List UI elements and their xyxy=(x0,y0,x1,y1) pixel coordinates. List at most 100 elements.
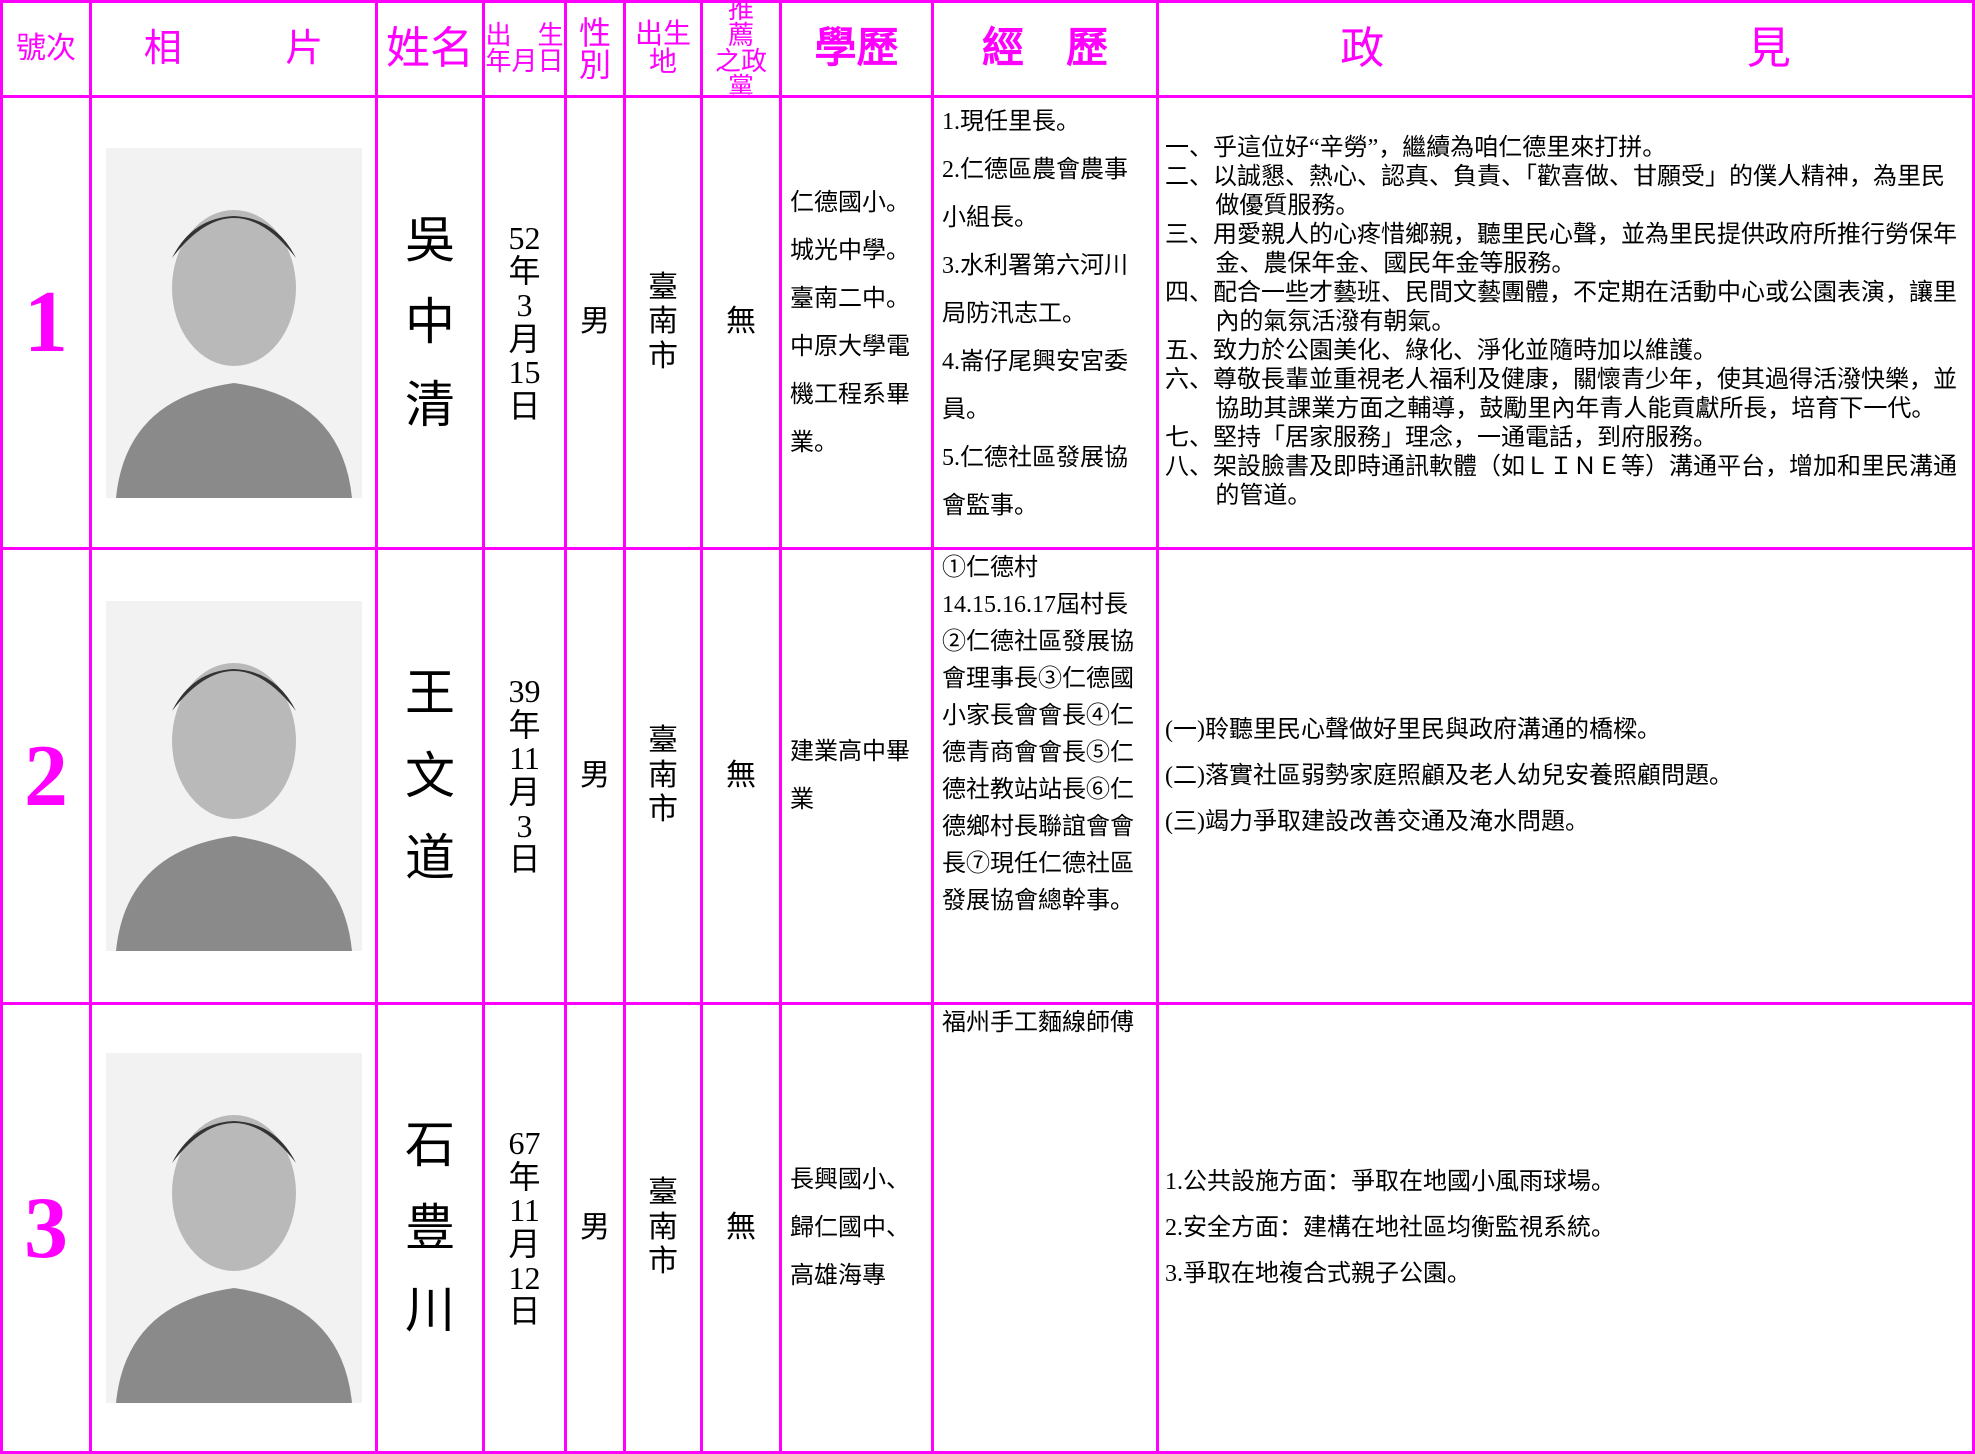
birthplace-cell: 臺南市 xyxy=(626,98,703,550)
birth-part: 日 xyxy=(508,841,541,878)
platform-item: (三)竭力爭取建設改善交通及淹水問題。 xyxy=(1165,809,1589,835)
experience-item: 福州手工麵線師傅 xyxy=(942,1010,1134,1036)
header-cell: 性別 xyxy=(567,0,626,98)
platform-item: 四、配合一些才藝班、民間文藝團體，不定期在活動中心或公園表演，讓里內的氣氛活潑有… xyxy=(1165,280,1957,335)
birth-part: 年 xyxy=(508,253,541,290)
number-cell: 3 xyxy=(0,1005,92,1454)
candidate-number: 2 xyxy=(24,727,68,825)
name-char: 豊 xyxy=(405,1199,455,1256)
header-cell: 出 生年月日 xyxy=(485,0,567,98)
gender: 男 xyxy=(580,305,610,339)
party-cell: 無 xyxy=(703,550,782,1005)
birth-part: 3 xyxy=(516,286,533,323)
header-cell: 推 薦之政黨 xyxy=(703,0,782,102)
experience-item: 2.仁德區農會農事小組長。 xyxy=(942,157,1128,231)
platform-item: 3.爭取在地複合式親子公園。 xyxy=(1165,1261,1471,1287)
name-char: 中 xyxy=(405,294,455,351)
header-text: 經 歷 xyxy=(981,26,1108,72)
birthplace-char: 臺 xyxy=(648,270,678,304)
birth-part: 52 xyxy=(508,219,541,256)
birth-part: 月 xyxy=(508,320,541,357)
photo-cell xyxy=(92,550,378,1005)
birth-part: 日 xyxy=(508,387,541,424)
birth-part: 日 xyxy=(508,1293,541,1330)
birth-part: 年 xyxy=(508,1158,541,1195)
name-char: 川 xyxy=(405,1282,455,1339)
birthplace-char: 臺 xyxy=(648,724,678,758)
platform-item: 一、乎這位好“辛勞”，繼續為咱仁德里來打拼。 xyxy=(1165,135,1667,161)
birth-part: 67 xyxy=(508,1125,541,1162)
birthplace-char: 南 xyxy=(648,1210,678,1244)
party: 無 xyxy=(726,305,756,339)
platform-item: 2.安全方面：建構在地社區均衡監視系統。 xyxy=(1165,1215,1615,1241)
birthplace-char: 臺 xyxy=(648,1176,678,1210)
name-cell: 石豊川 xyxy=(378,1005,485,1454)
header-text: 學歷 xyxy=(814,26,899,72)
header-cell: 姓名 xyxy=(378,0,485,98)
header-text: 片 xyxy=(285,28,324,70)
birthplace-cell: 臺南市 xyxy=(626,550,703,1005)
experience-item: 1.現任里長。 xyxy=(942,109,1080,135)
header-text: 別 xyxy=(578,47,611,83)
birthplace-char: 南 xyxy=(648,305,678,339)
platform-item: 1.公共設施方面：爭取在地國小風雨球場。 xyxy=(1165,1169,1615,1195)
party-cell: 無 xyxy=(703,98,782,550)
name-char: 道 xyxy=(405,830,455,887)
party: 無 xyxy=(726,758,756,792)
education: 長興國小、歸仁國中、高雄海專 xyxy=(790,1167,910,1289)
platform-item: 七、堅持「居家服務」理念，一通電話，到府服務。 xyxy=(1165,425,1717,451)
birth-part: 39 xyxy=(508,673,541,710)
header-cell: 相片 xyxy=(92,0,378,98)
header-cell: 學歷 xyxy=(782,0,934,98)
education: 仁德國小。城光中學。臺南二中。中原大學電機工程系畢業。 xyxy=(790,189,910,456)
platform-item: 八、架設臉書及即時通訊軟體（如ＬＩＮＥ等）溝通平台，增加和里民溝通的管道。 xyxy=(1165,454,1957,509)
gender: 男 xyxy=(580,1210,610,1244)
candidate-number: 3 xyxy=(24,1179,68,1277)
birth-part: 12 xyxy=(508,1259,541,1296)
photo xyxy=(105,1053,362,1403)
header-cell: 號次 xyxy=(0,0,92,98)
birth-part: 15 xyxy=(508,354,541,391)
gender: 男 xyxy=(580,758,610,792)
experience-cell: ①仁德村14.15.16.17屆村長②仁德社區發展協會理事長③仁德國小家長會會長… xyxy=(934,550,1159,1005)
birth-part: 11 xyxy=(509,1192,540,1229)
header-text: 見 xyxy=(1746,24,1791,73)
gender-cell: 男 xyxy=(567,550,626,1005)
name-char: 吳 xyxy=(405,211,455,268)
header-text: 號次 xyxy=(16,32,76,65)
header-text: 政 xyxy=(1340,24,1385,73)
platform-item: 二、以誠懇、熱心、認真、負責、「歡喜做、甘願受」的僕人精神，為里民做優質服務。 xyxy=(1165,164,1945,219)
platform-item: (一)聆聽里民心聲做好里民與政府溝通的橋樑。 xyxy=(1165,717,1661,743)
platform-item: 三、用愛親人的心疼惜鄉親，聽里民心聲，並為里民提供政府所推行勞保年金、農保年金、… xyxy=(1165,222,1957,277)
platform-item: 五、致力於公園美化、綠化、淨化並隨時加以維護。 xyxy=(1165,338,1717,364)
birthplace-char: 南 xyxy=(648,758,678,792)
name-char: 清 xyxy=(405,376,455,433)
birth-part: 3 xyxy=(516,807,533,844)
platform-cell: 一、乎這位好“辛勞”，繼續為咱仁德里來打拼。二、以誠懇、熱心、認真、負責、「歡喜… xyxy=(1159,98,1975,550)
birth-cell: 39 年 11 月 3 日 xyxy=(485,550,567,1005)
name-cell: 吳中清 xyxy=(378,98,485,550)
photo xyxy=(105,147,362,498)
header-text: 出 生 xyxy=(485,21,564,50)
header-text: 年月日 xyxy=(485,47,564,76)
name-cell: 王文道 xyxy=(378,550,485,1005)
party: 無 xyxy=(726,1210,756,1244)
number-cell: 1 xyxy=(0,98,92,550)
experience-cell: 福州手工麵線師傅 xyxy=(934,1005,1159,1454)
education-cell: 長興國小、歸仁國中、高雄海專 xyxy=(782,1005,934,1454)
gender-cell: 男 xyxy=(567,1005,626,1454)
photo xyxy=(105,601,362,951)
birth-part: 11 xyxy=(509,740,540,777)
birthplace-char: 市 xyxy=(648,1245,678,1279)
birth-cell: 52 年 3 月 15 日 xyxy=(485,98,567,550)
experience-item: 4.崙仔尾興安宮委員。 xyxy=(942,349,1128,423)
birth-part: 年 xyxy=(508,706,541,743)
education-cell: 仁德國小。城光中學。臺南二中。中原大學電機工程系畢業。 xyxy=(782,98,934,550)
header-cell: 經 歷 xyxy=(934,0,1159,98)
header-text: 姓名 xyxy=(386,24,474,73)
education: 建業高中畢業 xyxy=(790,739,910,813)
platform-cell: 1.公共設施方面：爭取在地國小風雨球場。 2.安全方面：建構在地社區均衡監視系統。… xyxy=(1159,1005,1975,1454)
header-text: 之政黨 xyxy=(714,47,767,102)
header-text: 相 xyxy=(143,28,182,70)
